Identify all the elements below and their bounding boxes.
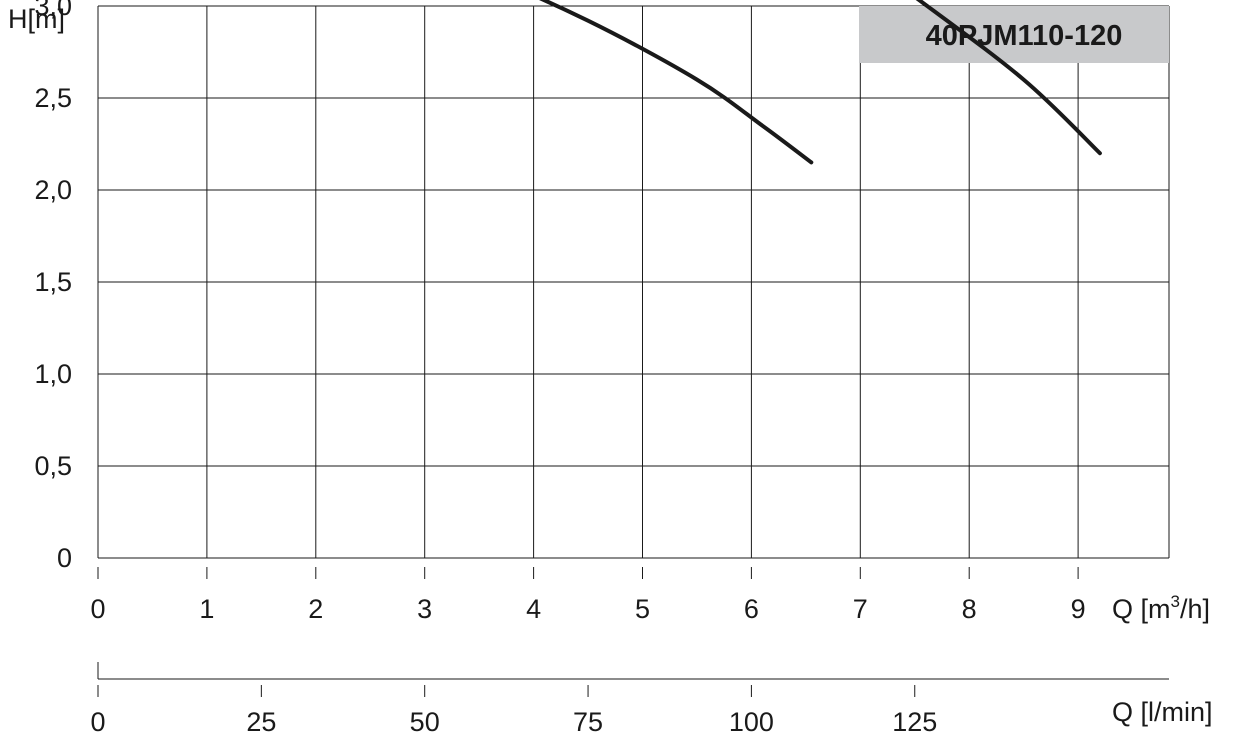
x-tick-label: 7 — [853, 594, 868, 624]
x-tick-label: 4 — [526, 594, 541, 624]
x-tick-label: 3 — [417, 594, 432, 624]
x-axis-label-sup: 3 — [1171, 592, 1180, 611]
chart-title: 40PJM110-120 — [926, 20, 1123, 52]
x-tick-label: 2 — [308, 594, 323, 624]
x-axis-label-base: Q [m — [1112, 594, 1171, 624]
y-axis-label: H[m] — [8, 4, 65, 34]
secondary-x-tick-label: 25 — [246, 707, 276, 736]
x-tick-labels: 0 1 2 3 4 5 6 7 8 9 — [90, 567, 1086, 624]
x-axis-label: Q [m3/h] — [1112, 592, 1210, 624]
secondary-x-tick-label: 50 — [410, 707, 440, 736]
y-tick-label: 0,5 — [34, 451, 72, 481]
curve-120-segment — [915, 0, 1102, 156]
x-tick-label: 8 — [962, 594, 977, 624]
secondary-x-tick-label: 125 — [892, 707, 937, 736]
x-tick-label: 1 — [199, 594, 214, 624]
x-axis-label-tail: /h] — [1180, 594, 1210, 624]
secondary-x-tick-label: 0 — [90, 707, 105, 736]
y-tick-labels: 00,51,01,52,02,53,03,54,04,55,0 — [34, 0, 72, 573]
title-box — [859, 6, 1169, 63]
curve-110-segment — [539, 0, 814, 165]
curves: 120110 — [539, 0, 1102, 165]
y-tick-label: 0 — [57, 543, 72, 573]
secondary-x-tick-label: 100 — [729, 707, 774, 736]
y-tick-label: 1,0 — [34, 359, 72, 389]
secondary-x-axis: 0 25 50 75 100 125 — [90, 662, 1169, 736]
grid — [97, 5, 1170, 559]
secondary-x-tick-label: 75 — [573, 707, 603, 736]
y-tick-label: 3,0 — [34, 0, 72, 21]
secondary-x-axis-label: Q [l/min] — [1112, 697, 1213, 727]
x-tick-label: 0 — [90, 594, 105, 624]
x-tick-label: 9 — [1071, 594, 1086, 624]
y-tick-label: 2,5 — [34, 83, 72, 113]
y-tick-label: 1,5 — [34, 267, 72, 297]
x-tick-label: 5 — [635, 594, 650, 624]
x-tick-label: 6 — [744, 594, 759, 624]
y-tick-label: 2,0 — [34, 175, 72, 205]
